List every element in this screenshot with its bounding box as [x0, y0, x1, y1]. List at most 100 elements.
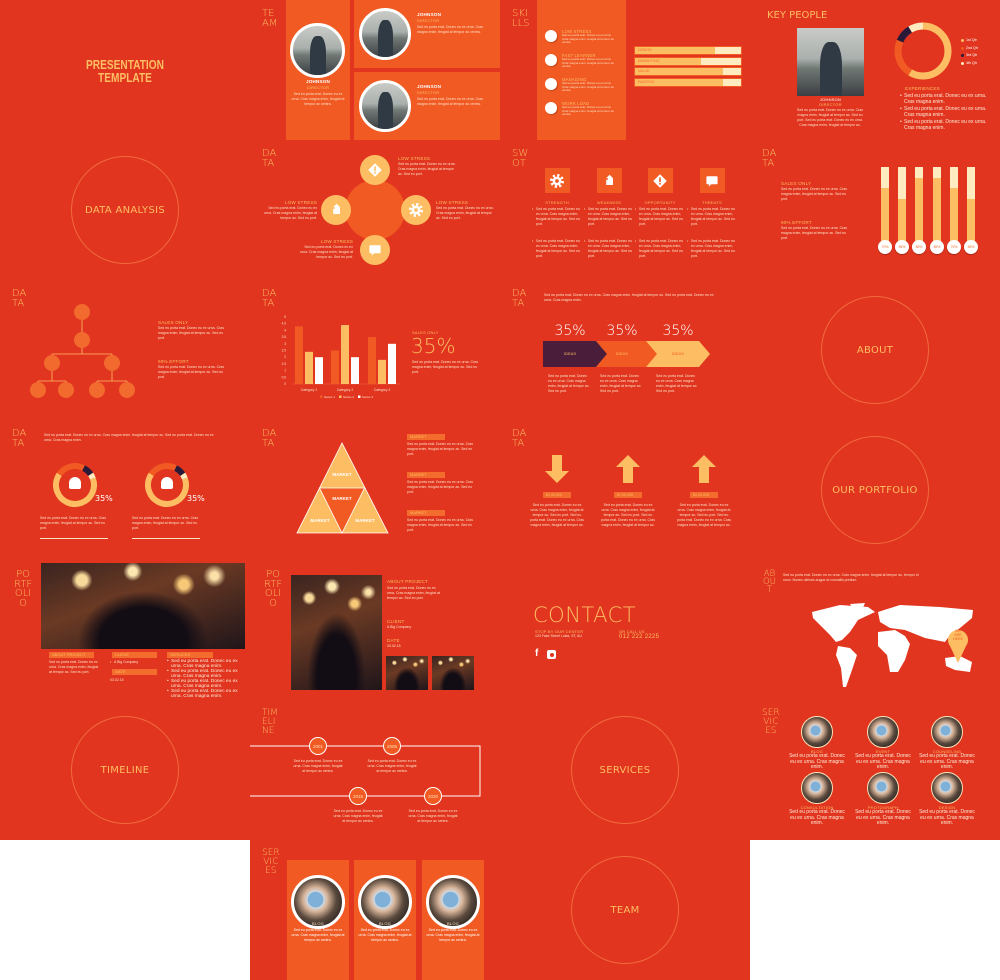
- y-tick-label: 3: [284, 342, 286, 346]
- facebook-icon[interactable]: f: [535, 648, 539, 659]
- slide-about-map[interactable]: AB OU T Sed eu porta erat. Donec eu ex urn…: [750, 560, 1000, 700]
- portfolio-main-photo[interactable]: [291, 575, 382, 690]
- timeline-text: Sed eu porta erat. Donec eu ex urna. Cra…: [367, 759, 417, 773]
- slide-data-stress[interactable]: DA TA LOW STRESS Sed eu porta erat. Donec…: [250, 140, 500, 280]
- chevron-2: [596, 341, 659, 367]
- africa: [878, 630, 910, 672]
- slide-services-grid[interactable]: SER VIC ES BLOG Sed eu porta erat. Donec eu…: [750, 700, 1000, 840]
- service-text: Sed eu porta erat. Donec eu ex urna. Cra…: [919, 809, 975, 826]
- slide-data-org-chart[interactable]: DA TA SALES ONLY Sed eu porta erat. Donec…: [0, 280, 250, 420]
- y-tick-label: 2.5: [282, 349, 287, 353]
- slide-data-thermometers[interactable]: DA TA SALES ONLY Sed eu porta erat. Donec…: [750, 140, 1000, 280]
- service-label: BLOG: [312, 921, 324, 926]
- slide-timeline[interactable]: TIM ELI NE 2001 Sed eu porta erat. Donec eu…: [250, 700, 500, 840]
- heading-part: NE: [262, 726, 275, 736]
- title-line-1: PRESENTATION: [86, 57, 164, 72]
- heading-part: DA: [12, 288, 27, 299]
- timeline-year[interactable]: 2015: [349, 787, 367, 805]
- skill-label: WORK LOAD: [562, 101, 590, 106]
- skill-bar-fill: [635, 57, 701, 65]
- org-chart: [30, 304, 135, 398]
- portfolio-thumb[interactable]: [386, 656, 428, 690]
- pyramid-label: MARKET: [310, 518, 330, 523]
- location-pin-icon: [948, 630, 968, 663]
- service-photo[interactable]: [867, 716, 899, 748]
- thermometer-bar: [898, 167, 906, 242]
- skill-bar: MARKETING: [634, 56, 742, 66]
- avatar: [359, 8, 411, 60]
- avatar: [359, 80, 411, 132]
- heading-part: TA: [262, 158, 275, 169]
- slide-services-cards[interactable]: SER VIC ES BLOG Sed eu porta erat. Donec eu…: [250, 840, 500, 980]
- service-photo[interactable]: [801, 716, 833, 748]
- about-project-text: Sed eu porta erat. Donec eu ex urna. Cra…: [49, 660, 99, 674]
- experience-item: Sed eu porta erat. Donec eu ex urna. Cra…: [900, 93, 990, 105]
- slide-skills[interactable]: SKI LLS LOW STRESS Sed eu porta erat. Done…: [500, 0, 750, 140]
- slide-data-analysis[interactable]: DATA ANALYSIS: [0, 140, 250, 280]
- slide-title[interactable]: PRESENTATION TEMPLATE: [0, 0, 250, 140]
- org-node: [44, 355, 60, 371]
- swot-label: OPPORTUNITY: [644, 200, 676, 205]
- legend-label: 3rd Qtr: [966, 53, 978, 57]
- chevron-text: Sed eu porta erat. Donec eu ex urna. Cra…: [656, 374, 698, 393]
- slide-about-section[interactable]: ABOUT: [750, 280, 1000, 420]
- stress-text: Sed eu porta erat. Donec eu ex urna. Cra…: [264, 206, 317, 220]
- instagram-icon[interactable]: [547, 650, 556, 659]
- heading-part: SER: [262, 848, 280, 858]
- timeline-year[interactable]: 2001: [309, 737, 327, 755]
- slide-heading: PO RTF OLI O: [14, 570, 32, 608]
- service-photo[interactable]: [931, 772, 963, 804]
- thermometer-label: 85%: [912, 240, 926, 254]
- legend-swatch: [320, 395, 323, 398]
- service-photo[interactable]: [867, 772, 899, 804]
- slide-team-section[interactable]: TEAM: [500, 840, 750, 980]
- skill-text: Sed eu porta erat. Donec eu ex urna. Cra…: [562, 105, 614, 117]
- skill-bar-fill: [635, 47, 715, 54]
- slide-portfolio-detail[interactable]: PO RTF OLI O ABOUT PROJECT Sed eu porta era…: [250, 560, 500, 700]
- address-value: 123 Fake Street Lolas, ST, AU: [535, 634, 582, 638]
- client-value: A Big Company: [387, 625, 412, 629]
- slide-portfolio-wide[interactable]: PO RTF OLI O ABOUT PROJECT Sed eu porta era…: [0, 560, 250, 700]
- slide-team[interactable]: TE AM JOHNSON DIRECTOR Sed eu porta erat.…: [250, 0, 500, 140]
- pyramid-label: MARKET: [332, 472, 352, 477]
- skill-checkbox[interactable]: [545, 30, 557, 42]
- slide-data-arrows[interactable]: DA TA $1,00,000 Sed eu porta erat. Donec e…: [500, 420, 750, 560]
- timeline-year[interactable]: 2020: [424, 787, 442, 805]
- skill-bar-label: DESIGN: [638, 48, 652, 52]
- slide-data-chevrons[interactable]: DA TA Sed eu porta erat. Donec eu ex urna…: [500, 280, 750, 420]
- member-name: JOHNSON: [417, 84, 442, 89]
- skill-bar-label: PAINTING: [638, 79, 655, 84]
- chevron-process: [543, 341, 710, 367]
- skill-checkbox[interactable]: [545, 54, 557, 66]
- portfolio-photo[interactable]: [41, 563, 245, 649]
- bar-chart: 0 0.5 1 1.5 2 2.5 3 3.5 4 4.5 5 Category 1 Category …: [282, 315, 400, 399]
- warning-icon: [652, 173, 668, 189]
- slide-portfolio-section[interactable]: OUR PORTFOLIO: [750, 420, 1000, 560]
- slide-data-bar-chart[interactable]: DA TA 0 0.5 1 1.5 2 2.5 3 3.5 4 4.5 5 Category 1 Cate…: [250, 280, 500, 420]
- portfolio-thumb[interactable]: [432, 656, 474, 690]
- skill-checkbox[interactable]: [545, 102, 557, 114]
- timeline-year[interactable]: 2005: [383, 737, 401, 755]
- service-photo[interactable]: [931, 716, 963, 748]
- skill-checkbox[interactable]: [545, 78, 557, 90]
- center-circle: [345, 180, 405, 240]
- legend-swatch: [961, 46, 964, 50]
- heading-part: PO: [16, 569, 30, 580]
- sales-label: SALES ONLY: [781, 181, 812, 186]
- service-photo[interactable]: [801, 772, 833, 804]
- heading-part: DA: [12, 428, 27, 439]
- slide-timeline-section[interactable]: TIMELINE: [0, 700, 250, 840]
- slide-data-donuts[interactable]: DA TA Sed eu porta erat. Donec eu ex urna…: [0, 420, 250, 560]
- person-icon: [161, 477, 173, 489]
- person-role: DIRECTOR: [819, 102, 842, 107]
- gear-icon: [549, 173, 565, 189]
- legend-swatch: [961, 39, 964, 42]
- slide-data-pyramid[interactable]: DA TA MARKET MARKET MARKET MARKET MARKET S…: [250, 420, 500, 560]
- swot-bullet: Sed eu porta erat. Donec eu ex urna. Cra…: [532, 207, 580, 227]
- swot-bullet: Sed eu porta erat. Donec eu ex urna. Cra…: [635, 239, 683, 259]
- slide-key-people[interactable]: KEY PEOPLE JOHNSON DIRECTOR Sed eu porta…: [750, 0, 1000, 140]
- slide-contact[interactable]: CONTACT STOP BY OUR CENTER 123 Fake Stre…: [500, 560, 750, 700]
- slide-heading: DA TA: [512, 429, 526, 449]
- slide-services-section[interactable]: SERVICES: [500, 700, 750, 840]
